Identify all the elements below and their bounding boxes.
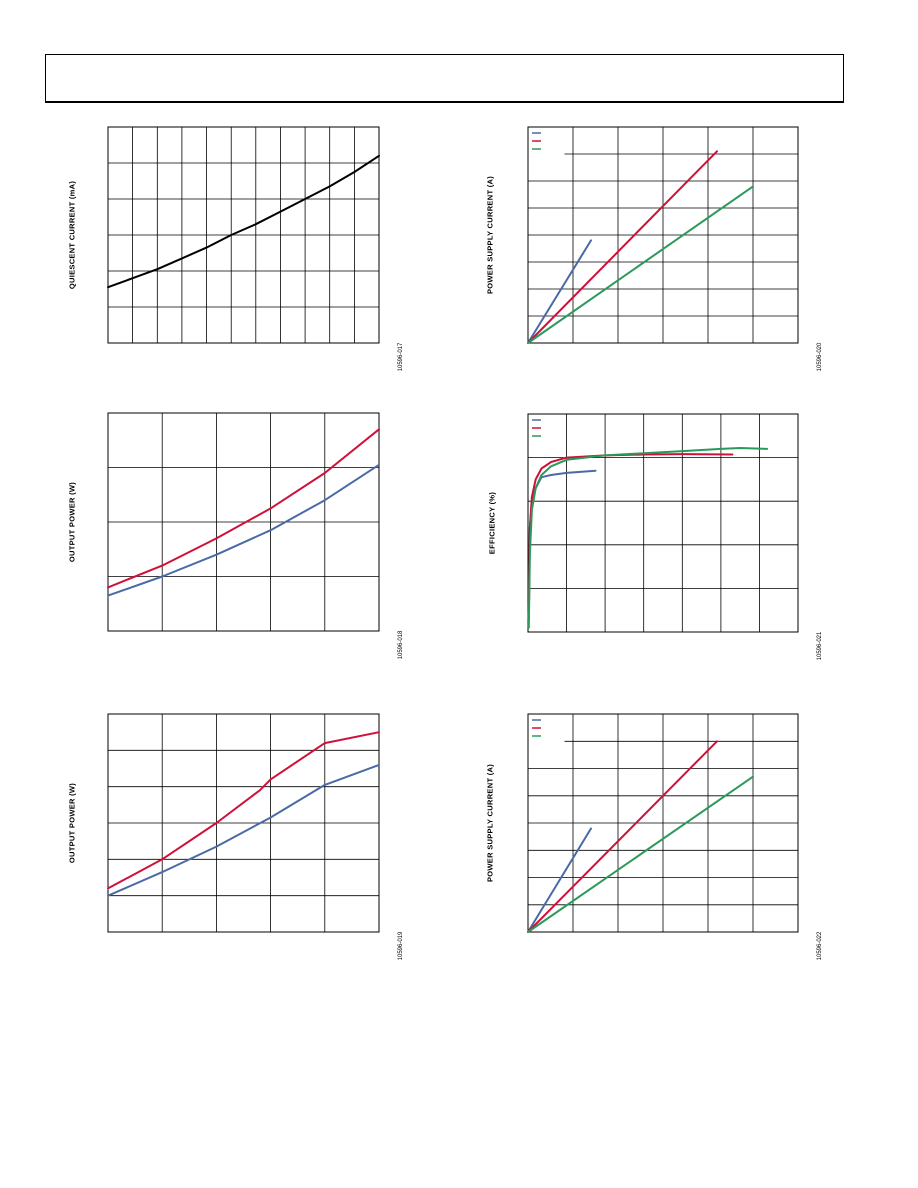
- plot-border: [527, 713, 799, 933]
- figure-id: 10596-021: [817, 631, 823, 661]
- plot-border: [107, 713, 380, 933]
- series-line-green: [527, 185, 754, 344]
- plot-area: [107, 713, 380, 933]
- y-axis-label: OUTPUT POWER (W): [67, 782, 77, 864]
- plot-area: [527, 713, 799, 933]
- y-axis-label: OUTPUT POWER (W): [67, 481, 77, 563]
- series-line-blue: [527, 239, 592, 344]
- series-line-blue: [107, 763, 380, 897]
- page-header-box: [45, 54, 844, 103]
- figure-id: 10596-019: [398, 931, 404, 961]
- y-axis-label: POWER SUPPLY CURRENT (A): [485, 763, 495, 883]
- y-axis-label: EFFICIENCY (%): [487, 491, 497, 555]
- plot-border: [527, 413, 799, 633]
- series-line-green: [527, 447, 769, 629]
- y-axis-label: QUIESCENT CURRENT (mA): [67, 180, 77, 290]
- series-line-red: [527, 150, 718, 344]
- y-axis-label: POWER SUPPLY CURRENT (A): [485, 175, 495, 295]
- plot-area: [107, 412, 380, 632]
- series-line-red: [527, 740, 718, 933]
- plot-border: [107, 126, 380, 344]
- figure-id: 10596-018: [398, 630, 404, 660]
- series-line-red: [527, 453, 734, 620]
- series-line-green: [527, 775, 754, 933]
- series-line-blue: [527, 827, 592, 933]
- series-line-red: [107, 731, 380, 890]
- plot-area: [527, 126, 799, 344]
- plot-border: [107, 412, 380, 632]
- series-line-red: [107, 428, 380, 589]
- plot-border: [527, 126, 799, 344]
- plot-area: [527, 413, 799, 633]
- series-line-black: [107, 154, 380, 289]
- figure-id: 10596-022: [817, 931, 823, 961]
- figure-id: 10596-017: [398, 342, 404, 372]
- plot-area: [107, 126, 380, 344]
- series-line-blue: [107, 463, 380, 597]
- figure-id: 10596-020: [817, 342, 823, 372]
